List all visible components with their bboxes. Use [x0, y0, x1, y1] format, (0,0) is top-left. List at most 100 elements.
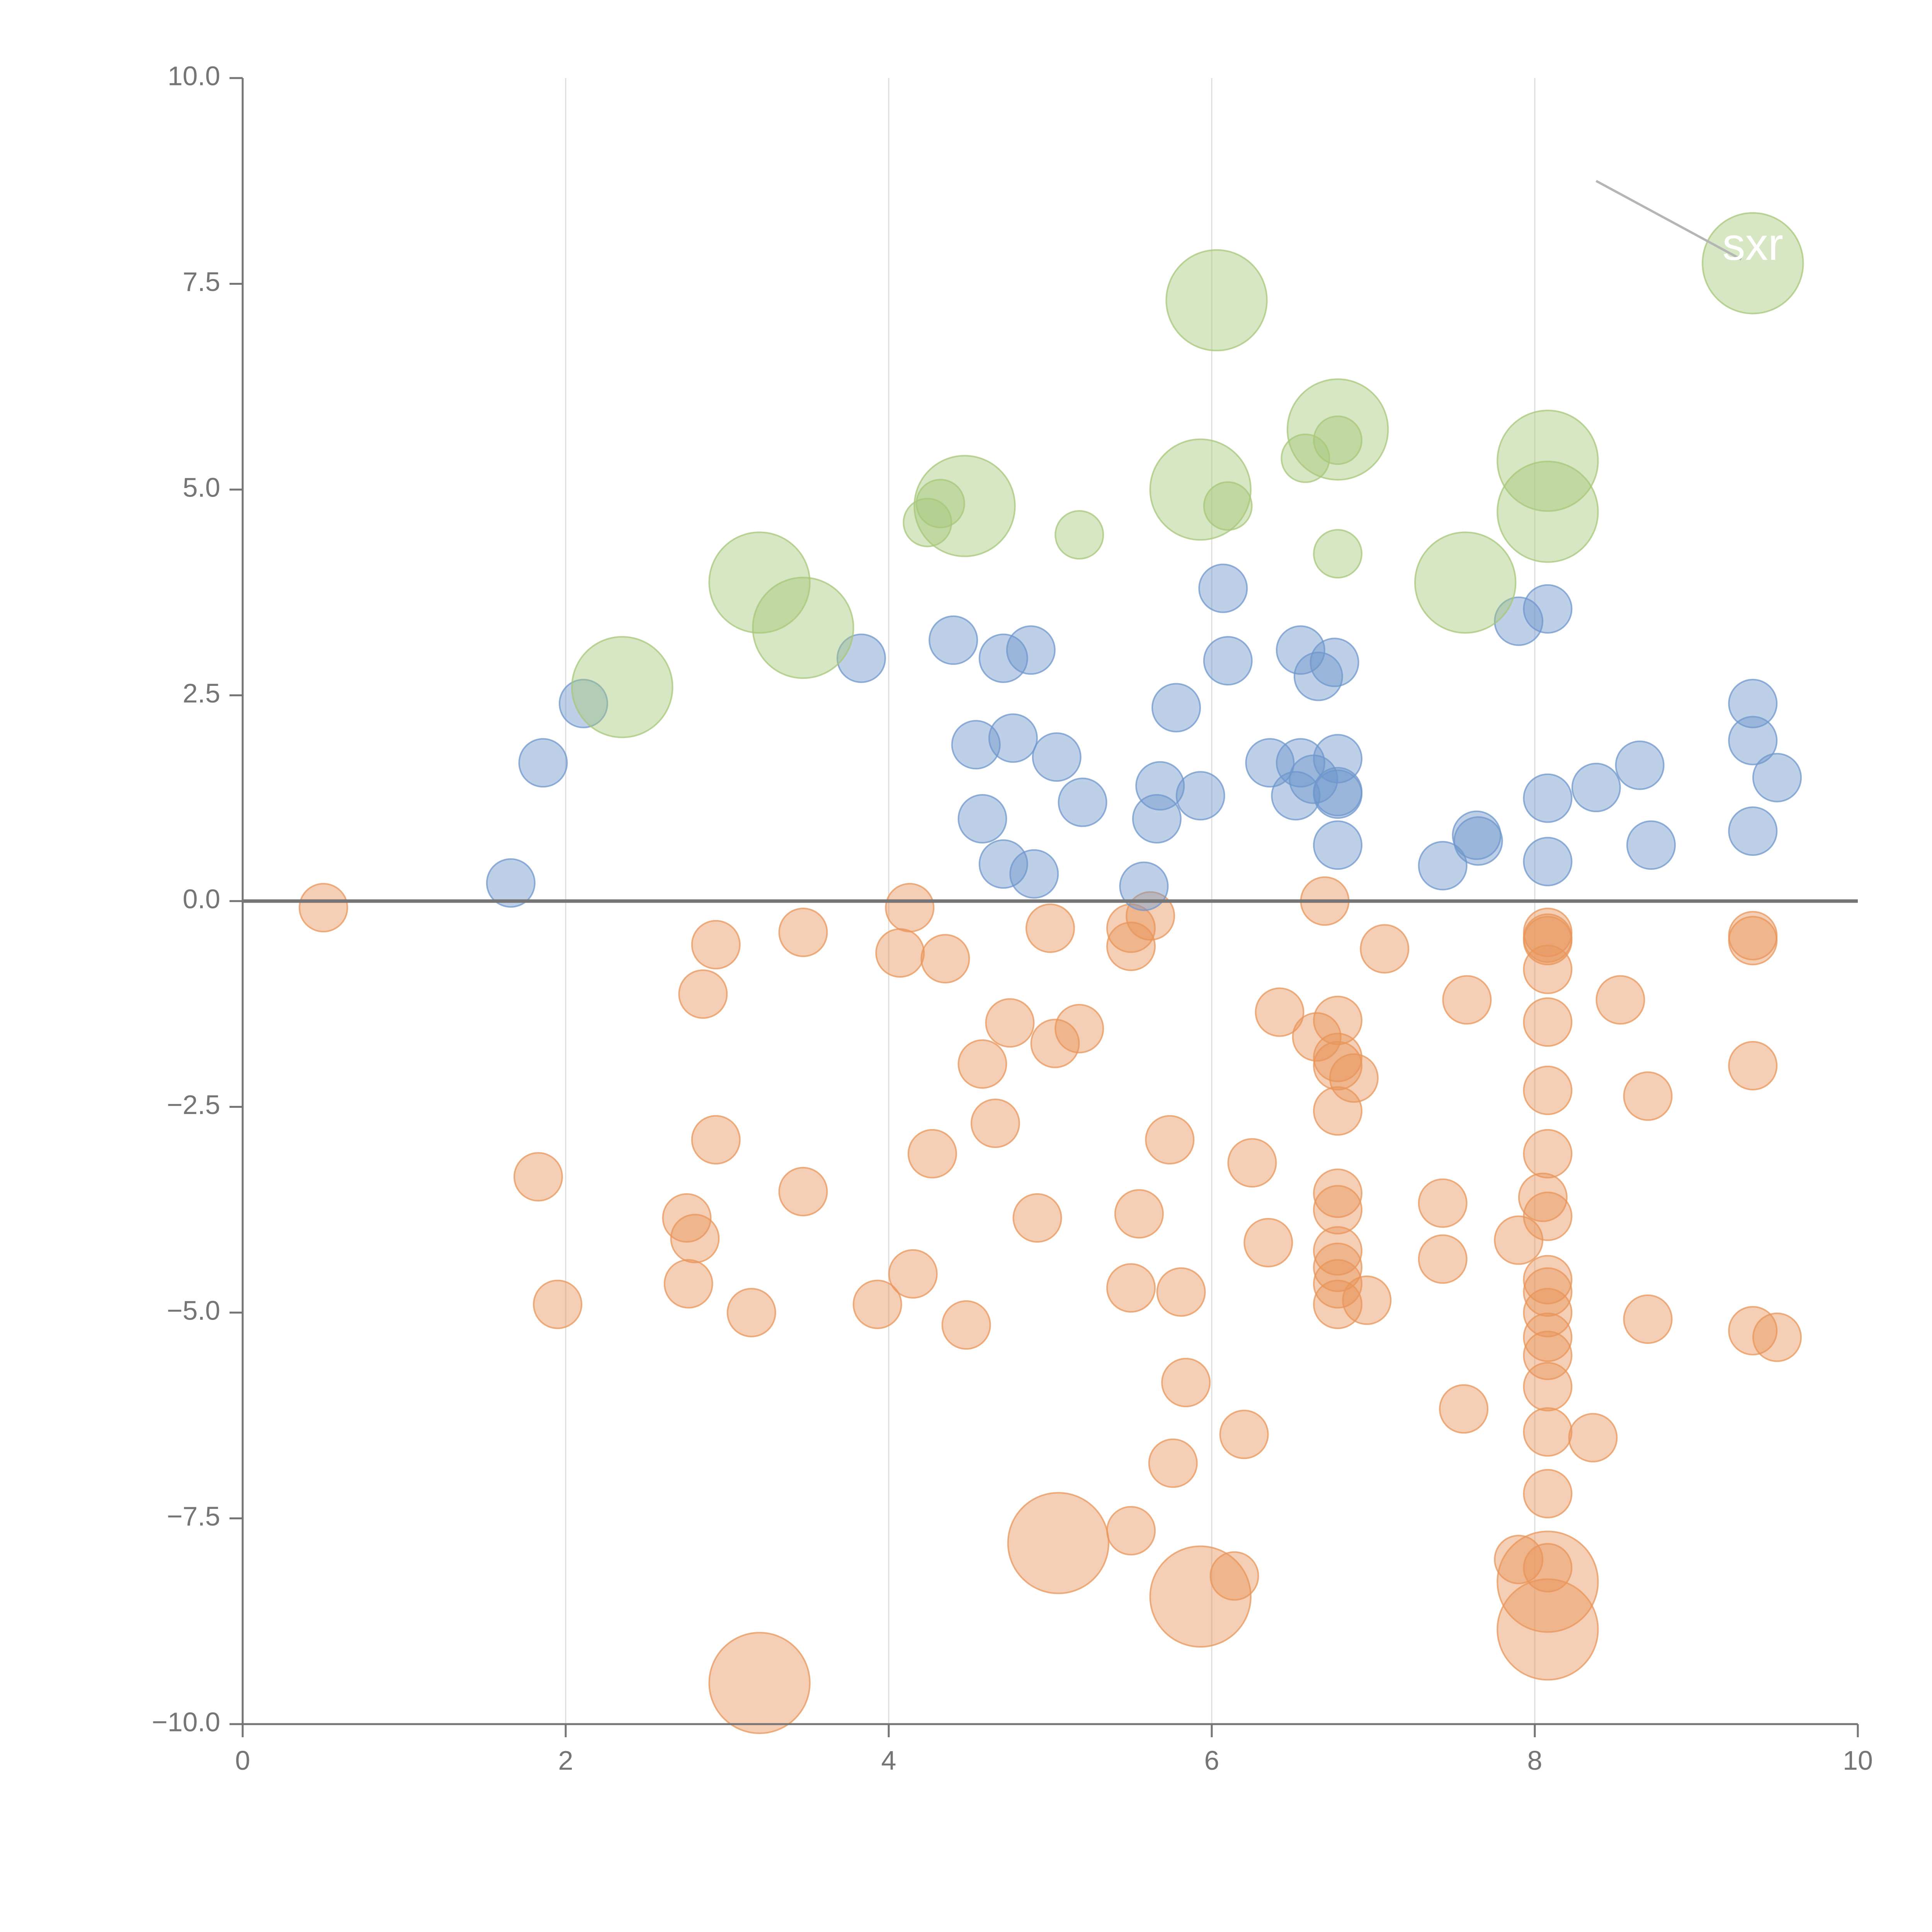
x-tick-label-10: 10	[1843, 1745, 1873, 1776]
point-orange-35	[1148, 1438, 1198, 1488]
point-orange-54	[1313, 1259, 1363, 1309]
point-blue-7	[978, 839, 1028, 889]
point-orange-26	[1007, 1492, 1110, 1594]
point-orange-51	[1313, 1185, 1363, 1235]
point-blue-18	[1175, 771, 1225, 821]
point-orange-31	[1106, 1506, 1156, 1556]
point-orange-16	[888, 1249, 938, 1299]
point-orange-43	[1255, 987, 1304, 1037]
x-tick-label-8: 8	[1527, 1745, 1543, 1776]
point-orange-86	[1595, 975, 1645, 1025]
point-blue-43	[1728, 716, 1778, 765]
point-orange-36	[1156, 1267, 1206, 1317]
point-orange-77	[1523, 1312, 1573, 1362]
point-green-0	[571, 636, 673, 738]
point-orange-85	[1568, 1413, 1618, 1463]
point-orange-38	[1149, 1545, 1252, 1648]
point-blue-11	[1009, 849, 1059, 899]
point-orange-10	[708, 1632, 811, 1734]
point-blue-8	[978, 633, 1028, 683]
point-blue-19	[1198, 563, 1248, 613]
point-blue-36	[1523, 584, 1573, 634]
y-tick-label-5: 5.0	[183, 472, 220, 502]
point-orange-0	[299, 883, 348, 933]
x-tick-label-0: 0	[235, 1745, 250, 1776]
point-blue-20	[1203, 636, 1253, 686]
point-orange-40	[1219, 1410, 1269, 1459]
point-orange-46	[1313, 995, 1363, 1045]
ticks: 0 2 4 6 8 10 10.0 7.5 5.0 2.5 0.0 −2.5 −5.0 −7.5 −10.0	[152, 61, 1873, 1776]
point-orange-39	[1209, 1551, 1259, 1601]
point-blue-9	[988, 713, 1038, 763]
point-orange-20	[957, 1039, 1007, 1089]
point-blue-24	[1276, 738, 1325, 788]
point-blue-0	[486, 858, 536, 908]
y-tick-label--5: −5.0	[167, 1295, 220, 1325]
point-orange-78	[1523, 1330, 1573, 1380]
point-orange-4	[670, 1214, 720, 1264]
point-blue-21	[1245, 738, 1295, 788]
point-orange-80	[1523, 1407, 1573, 1457]
point-orange-34	[1145, 1115, 1195, 1165]
y-tick-label--2.5: −2.5	[167, 1090, 220, 1120]
point-blue-41	[1626, 820, 1676, 870]
point-orange-14	[875, 928, 925, 978]
point-orange-82	[1523, 1543, 1573, 1593]
point-orange-30	[1106, 1263, 1156, 1313]
point-green-7	[1149, 438, 1252, 541]
point-blue-30	[1313, 769, 1363, 819]
point-blue-38	[1523, 837, 1573, 886]
y-tick-label-7.5: 7.5	[183, 267, 220, 297]
x-tick-label-6: 6	[1204, 1745, 1219, 1776]
point-orange-83	[1497, 1531, 1599, 1633]
point-green-13	[1313, 529, 1363, 579]
point-green-12	[1313, 415, 1363, 465]
point-green-17	[1702, 212, 1804, 315]
point-orange-8	[691, 1115, 741, 1165]
point-green-1	[708, 531, 811, 634]
y-tick-label-10: 10.0	[168, 61, 220, 91]
point-orange-72	[1523, 1129, 1573, 1179]
point-orange-75	[1523, 1267, 1573, 1317]
point-orange-59	[1418, 1178, 1468, 1228]
point-green-4	[915, 479, 965, 529]
point-orange-22	[985, 998, 1035, 1048]
point-orange-17	[907, 1129, 957, 1179]
point-orange-84	[1497, 1578, 1599, 1681]
point-blue-13	[1058, 777, 1107, 827]
point-blue-33	[1452, 810, 1502, 860]
point-orange-2	[533, 1279, 583, 1329]
point-blue-45	[1752, 753, 1802, 803]
point-blue-40	[1615, 740, 1665, 790]
point-orange-3	[662, 1193, 712, 1243]
annotation: sxr	[1595, 180, 1783, 270]
point-blue-34	[1453, 816, 1503, 866]
point-orange-90	[1728, 916, 1778, 966]
point-orange-13	[852, 1279, 902, 1329]
callout-leader-line	[1595, 180, 1742, 260]
point-orange-11	[778, 907, 828, 957]
point-blue-42	[1728, 679, 1778, 728]
point-orange-5	[663, 1259, 713, 1309]
point-blue-4	[929, 615, 978, 665]
data-points	[299, 212, 1804, 1734]
point-blue-39	[1571, 763, 1621, 813]
x-tick-label-2: 2	[558, 1745, 573, 1776]
y-tick-label-2.5: 2.5	[183, 678, 220, 708]
y-tick-label--7.5: −7.5	[167, 1501, 220, 1531]
point-blue-27	[1310, 638, 1359, 687]
point-orange-18	[920, 934, 970, 984]
point-green-11	[1286, 378, 1389, 481]
point-orange-12	[778, 1167, 828, 1216]
point-green-16	[1497, 461, 1599, 563]
point-orange-57	[1342, 1276, 1392, 1325]
point-orange-25	[1030, 1019, 1080, 1068]
point-orange-32	[1114, 1189, 1164, 1239]
callout-label: sxr	[1723, 219, 1783, 270]
point-orange-73	[1523, 1191, 1573, 1241]
point-orange-92	[1728, 1306, 1778, 1355]
point-orange-41	[1227, 1138, 1277, 1188]
point-blue-44	[1728, 806, 1778, 856]
point-blue-31	[1313, 820, 1363, 870]
point-blue-32	[1418, 841, 1468, 891]
